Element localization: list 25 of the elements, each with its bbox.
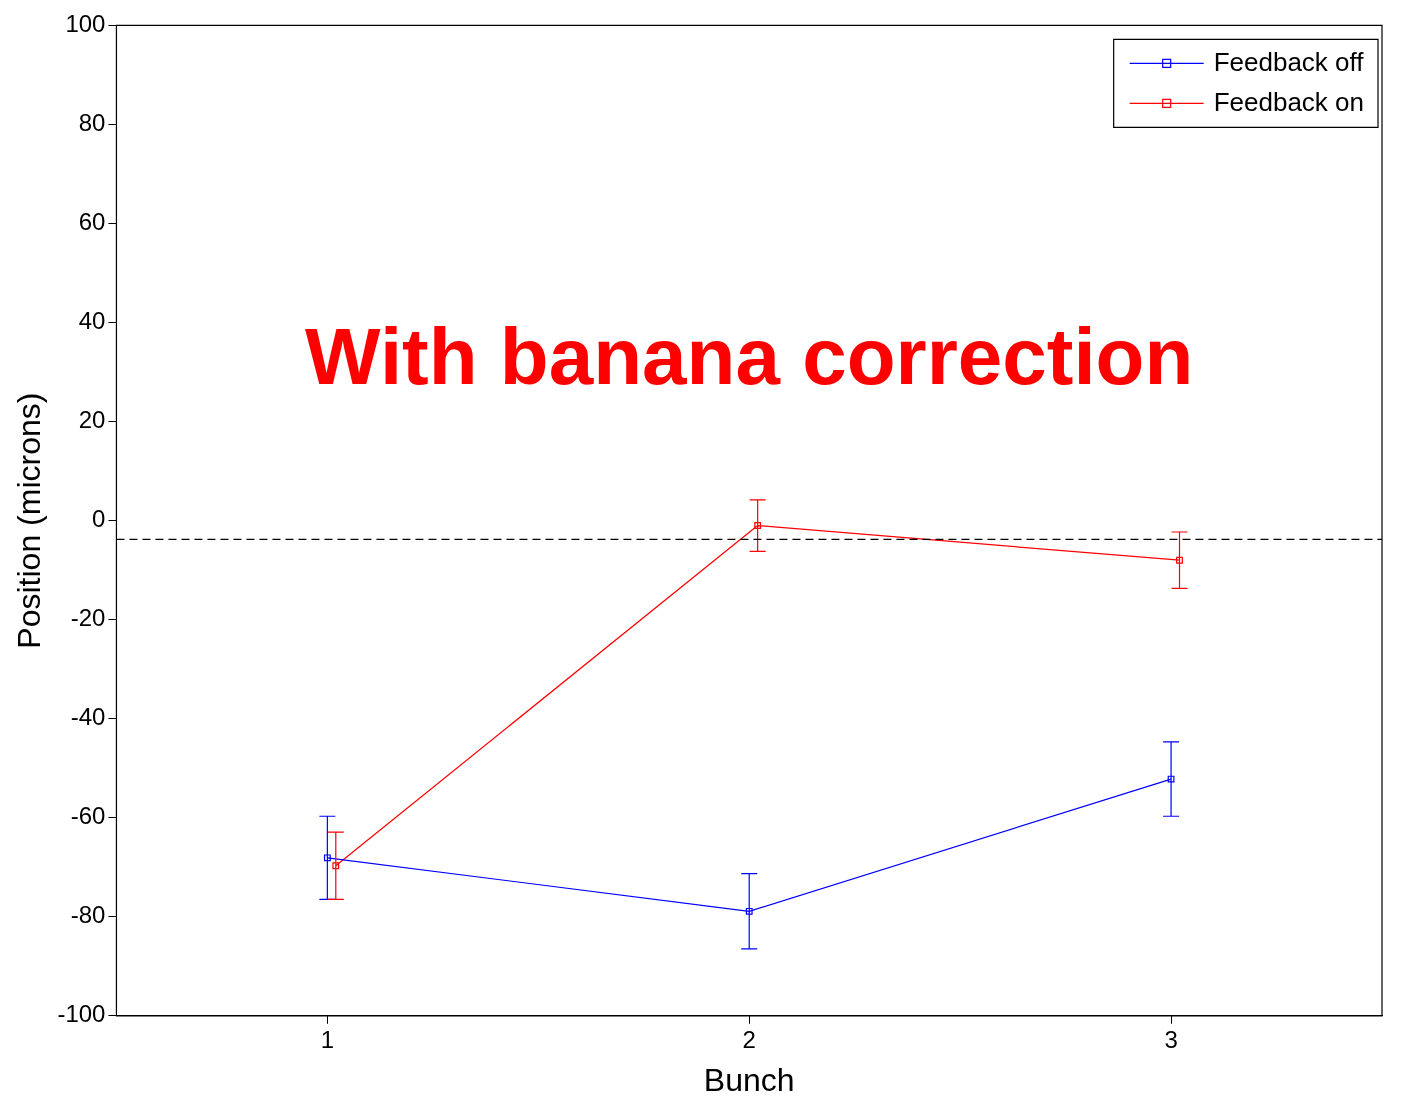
x-axis-title: Bunch bbox=[703, 1061, 795, 1098]
y-tick-label: 20 bbox=[78, 406, 106, 434]
point bbox=[1167, 775, 1175, 783]
y-tick-label: 80 bbox=[78, 109, 106, 137]
y-tick-label: 40 bbox=[78, 307, 106, 335]
x-tick-label: 2 bbox=[742, 1025, 756, 1053]
y-tick-label: 0 bbox=[92, 505, 106, 533]
y-tick-label: -20 bbox=[70, 604, 106, 632]
point bbox=[332, 862, 340, 870]
y-tick-label: -40 bbox=[70, 703, 106, 731]
legend-label: Feedback on bbox=[1213, 86, 1364, 117]
y-tick-label: 60 bbox=[78, 208, 106, 236]
x-tick-label: 3 bbox=[1164, 1025, 1178, 1053]
y-axis-title: Position (microns) bbox=[11, 392, 48, 649]
y-tick-label: -60 bbox=[70, 802, 106, 830]
annotation: With banana correction bbox=[305, 312, 1194, 402]
point bbox=[1176, 556, 1183, 564]
point bbox=[323, 854, 331, 862]
y-tick-label: -80 bbox=[70, 901, 106, 929]
point bbox=[754, 522, 762, 529]
legend-label: Feedback off bbox=[1213, 46, 1365, 77]
y-tick-label: 100 bbox=[65, 10, 106, 38]
y-tick-label: -100 bbox=[57, 1000, 106, 1028]
point bbox=[745, 907, 753, 915]
x-tick-label: 1 bbox=[320, 1025, 335, 1053]
